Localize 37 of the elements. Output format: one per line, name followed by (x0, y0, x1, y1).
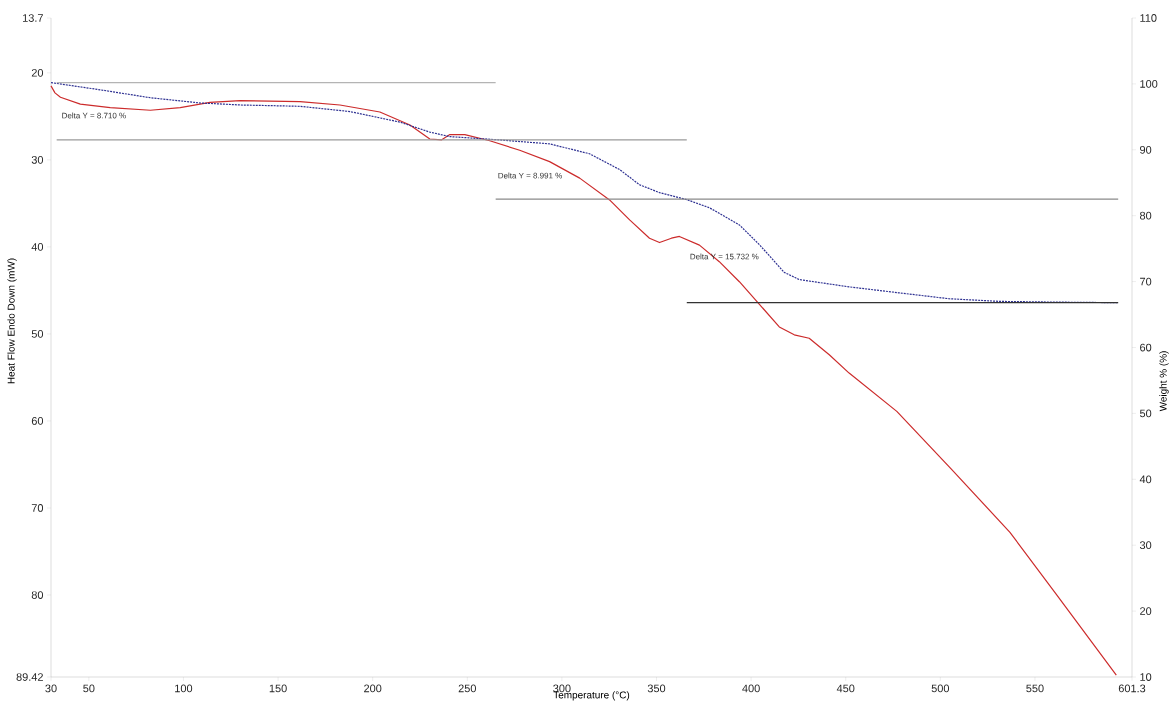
x-axis-title: Temperature (°C) (553, 691, 630, 701)
x-tick-label: 100 (175, 684, 193, 693)
y2-tick-label: 10 (1140, 673, 1152, 681)
y-axis-title: Heat Flow Endo Down (mW) (7, 258, 17, 384)
y2-tick-label: 60 (1140, 343, 1152, 352)
x-tick-label: 350 (647, 684, 666, 693)
y-tick-label: 80 (31, 591, 44, 599)
y-tick-label: 40 (31, 243, 44, 251)
x-tick-label: 450 (836, 684, 855, 693)
y-tick-label: 30 (31, 155, 44, 164)
x-tick-label: 50 (83, 684, 95, 693)
y-tick-label: 20 (31, 68, 44, 77)
x-tick-label: 601.3 (1118, 684, 1146, 693)
x-tick-label: 400 (742, 684, 760, 693)
x-tick-label: 150 (269, 684, 287, 693)
y2-tick-label: 70 (1140, 277, 1152, 286)
x-tick-label: 30 (45, 684, 57, 693)
y2-tick-label: 90 (1140, 145, 1152, 154)
y2-axis-title: Weight % (%) (1159, 351, 1169, 412)
line-series (50, 85, 1117, 676)
y-tick-label: 60 (31, 417, 44, 425)
x-tick-label: 500 (931, 684, 950, 693)
y-tick-label: 50 (31, 330, 44, 338)
x-tick-label: 300 (553, 684, 571, 693)
y-tick-label: 13.7 (22, 14, 43, 22)
y-tick-label: 70 (31, 504, 44, 512)
y2-tick-label: 100 (1140, 80, 1158, 88)
y2-tick-label: 20 (1140, 607, 1152, 615)
x-tick-label: 200 (364, 684, 382, 693)
y2-tick-label: 30 (1139, 541, 1152, 550)
y2-tick-label: 40 (1139, 475, 1152, 484)
y2-tick-label: 110 (1140, 14, 1157, 22)
x-tick-label: 250 (458, 684, 476, 693)
y-tick-label: 89.42 (16, 673, 43, 681)
y2-tick-label: 50 (1139, 409, 1152, 418)
y2-tick-label: 80 (1139, 211, 1152, 220)
x-tick-label: 550 (1026, 684, 1044, 693)
